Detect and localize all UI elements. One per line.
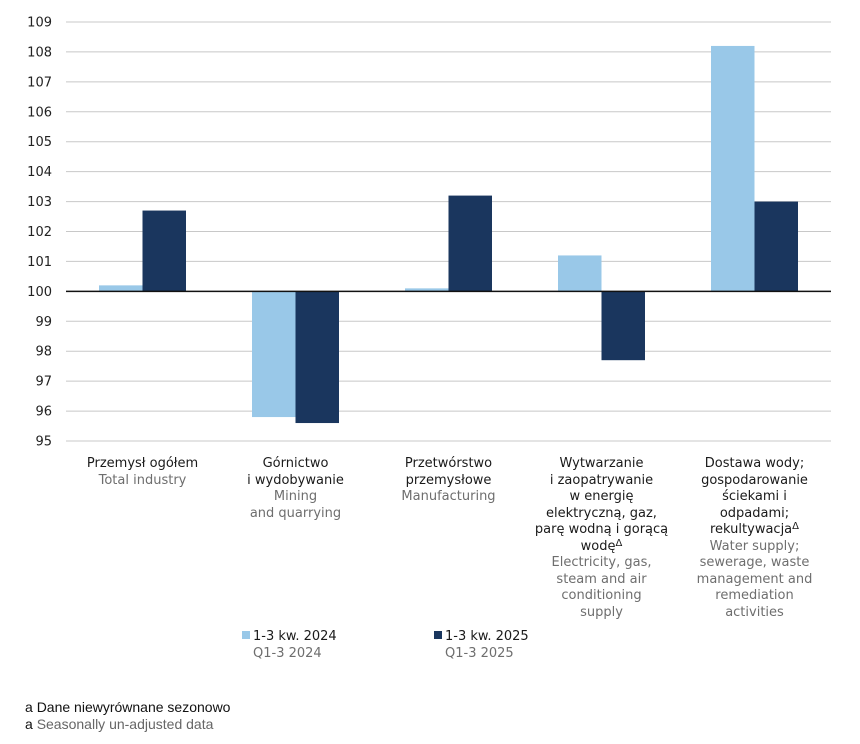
legend-item-2025: 1-3 kw. 2025 Q1-3 2025 xyxy=(434,628,529,662)
bars xyxy=(99,45,798,424)
bar-2024-cat-3 xyxy=(558,255,602,292)
category-text: parę wodną i gorącą xyxy=(534,522,669,537)
legend-swatch-2025 xyxy=(434,631,442,639)
category-text: w energię xyxy=(569,489,634,504)
y-tick-label: 95 xyxy=(35,435,52,450)
category-text: Przetwórstwo xyxy=(404,456,493,471)
category-text: i zaopatrywanie xyxy=(549,472,654,488)
category-label-pl-line: Wytwarzanie xyxy=(527,456,677,473)
category-label-en-line: supply xyxy=(580,604,623,620)
footnote-pl: a Dane niewyrównane sezonowo xyxy=(25,699,230,716)
legend-label-2025: 1-3 kw. 2025 xyxy=(445,629,529,644)
category-label-pl-line: gospodarowanie xyxy=(680,473,830,490)
y-tick-label: 105 xyxy=(27,135,52,150)
bar-2024-cat-1 xyxy=(252,291,296,418)
y-tick-label: 96 xyxy=(35,405,52,420)
category-label-pl-line: parę wodną i gorącą xyxy=(527,522,677,539)
bar-2024-cat-4 xyxy=(711,45,755,292)
y-tick-label: 109 xyxy=(27,16,52,31)
bar-2025-cat-4 xyxy=(754,201,798,292)
footnote-text-en: Seasonally un-adjusted data xyxy=(36,716,214,732)
category-label-en-line: Electricity, gas, xyxy=(551,555,652,570)
y-tick-label: 102 xyxy=(27,225,52,240)
category-label-pl-line: rekultywacjaΔ xyxy=(680,522,830,539)
category-label-pl-line: Przemysł ogółem xyxy=(68,456,218,473)
category-text: gospodarowanie xyxy=(701,472,808,488)
category-label: Górnictwo i wydobywanie Mining and quarryin… xyxy=(221,456,371,522)
category-label-pl-line: ściekami i xyxy=(680,489,830,506)
category-label: Wytwarzanie i zaopatrywanie w energię elekt… xyxy=(527,456,677,621)
category-label-en-line: remediation xyxy=(715,588,794,603)
legend-label-2025-en: Q1-3 2025 xyxy=(445,646,514,661)
category-text: elektryczną, gaz, xyxy=(546,505,657,521)
y-tick-label: 100 xyxy=(27,285,52,300)
bar-2025-cat-2 xyxy=(448,195,492,292)
category-text: ściekami i xyxy=(722,489,787,504)
y-tick-label: 97 xyxy=(35,375,52,390)
bar-2024-cat-2 xyxy=(405,288,449,292)
footnote-mark: Δ xyxy=(615,537,623,549)
category-text: przemysłowe xyxy=(405,472,492,488)
category-label-pl-line: w energię xyxy=(527,489,677,506)
bar-2024-cat-0 xyxy=(99,285,143,292)
y-tick-label: 104 xyxy=(27,165,52,180)
legend-swatch-2024 xyxy=(242,631,250,639)
category-label-en-line: Mining xyxy=(273,489,318,504)
y-tick-label: 99 xyxy=(35,315,52,330)
category-label-en-line: activities xyxy=(725,604,784,620)
category-text: wodę xyxy=(580,538,616,554)
category-label-en-line: conditioning xyxy=(561,588,642,603)
category-label-pl-line: odpadami; xyxy=(680,506,830,523)
category-label-en-line: sewerage, waste xyxy=(699,555,810,570)
y-tick-label: 108 xyxy=(27,45,52,60)
legend-label-2024-en: Q1-3 2024 xyxy=(253,646,322,661)
legend-label-2024: 1-3 kw. 2024 xyxy=(253,629,337,644)
category-label: Przemysł ogółem Total industry xyxy=(68,456,218,489)
category-label-en-line: management and xyxy=(696,571,813,587)
bar-2025-cat-3 xyxy=(601,291,645,361)
footnote-marker: a xyxy=(25,716,33,732)
y-tick-label: 103 xyxy=(27,195,52,210)
y-tick-label: 106 xyxy=(27,105,52,120)
category-label-pl-line: elektryczną, gaz, xyxy=(527,506,677,523)
y-tick-label: 107 xyxy=(27,75,52,90)
category-text: Przemysł ogółem xyxy=(86,456,199,471)
footnote-marker: a xyxy=(25,699,33,715)
category-label: Przetwórstwo przemysłowe Manufacturing xyxy=(374,456,524,506)
category-text: i wydobywanie xyxy=(247,472,344,488)
category-label-pl-line: Przetwórstwo xyxy=(374,456,524,473)
category-label: Dostawa wody; gospodarowanie ściekami i odp… xyxy=(680,456,830,621)
category-label-en-line: Manufacturing xyxy=(401,489,496,504)
category-label-pl-line: wodęΔ xyxy=(527,537,677,556)
category-label-en-line: Water supply; xyxy=(709,538,800,554)
bar-2025-cat-1 xyxy=(295,291,339,424)
category-label-pl-line: przemysłowe xyxy=(374,473,524,490)
bar-chart: 109 108 107 106 105 104 103 102 101 100 99 98 97 96 95 xyxy=(27,16,831,450)
category-text: Wytwarzanie xyxy=(559,456,644,471)
category-text: Dostawa wody; xyxy=(704,456,805,471)
category-text: Górnictwo xyxy=(262,456,329,471)
footnote-text-pl: Dane niewyrównane sezonowo xyxy=(36,699,231,715)
gridlines xyxy=(66,21,831,442)
category-text: rekultywacja xyxy=(710,522,793,537)
legend-item-2024: 1-3 kw. 2024 Q1-3 2024 xyxy=(242,628,337,662)
category-label-pl-line: Dostawa wody; xyxy=(680,456,830,473)
category-label-en-line: steam and air xyxy=(556,571,647,587)
category-label-en-line: and quarrying xyxy=(249,505,342,521)
y-axis-ticks: 109 108 107 106 105 104 103 102 101 100 99 98 97 96 95 xyxy=(27,16,52,450)
category-label-pl-line: i wydobywanie xyxy=(221,473,371,490)
y-tick-label: 98 xyxy=(35,345,52,360)
footnote-en: a Seasonally un-adjusted data xyxy=(25,716,213,733)
footnote-mark: Δ xyxy=(792,521,799,532)
bar-2025-cat-0 xyxy=(142,210,186,292)
category-text: odpadami; xyxy=(719,505,790,521)
category-label-pl-line: Górnictwo xyxy=(221,456,371,473)
y-tick-label: 101 xyxy=(27,255,52,270)
category-label-pl-line: i zaopatrywanie xyxy=(527,473,677,490)
category-label-en-line: Total industry xyxy=(98,472,187,488)
